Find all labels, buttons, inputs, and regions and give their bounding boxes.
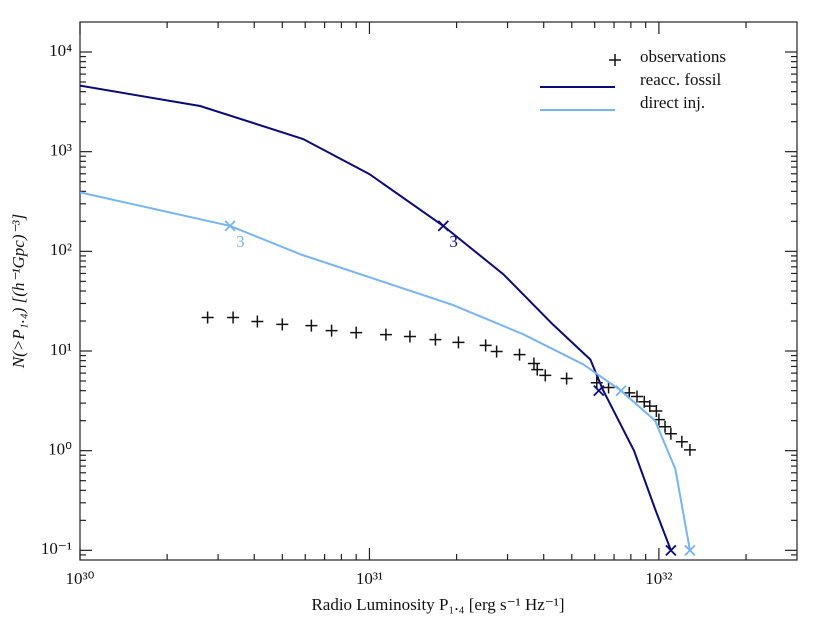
data-point — [513, 348, 526, 361]
data-point — [403, 330, 416, 343]
data-point — [251, 315, 264, 328]
data-point — [683, 443, 696, 456]
data-point — [276, 318, 289, 331]
curve-marker — [615, 385, 627, 397]
curve-marker — [684, 544, 696, 556]
legend-label: observations — [640, 47, 726, 66]
y-tick-label: 10¹ — [50, 340, 72, 359]
legend-marker — [609, 54, 621, 66]
x-tick-label: 10³² — [645, 569, 672, 588]
data-point — [490, 345, 503, 358]
curve-marker — [437, 220, 449, 232]
marker-label: 3 — [449, 232, 458, 251]
data-point — [429, 333, 442, 346]
data-point — [650, 405, 663, 418]
y-tick-label: 10⁻¹ — [41, 539, 72, 558]
legend-label: reacc. fossil — [640, 70, 721, 89]
curve-marker — [224, 220, 236, 232]
x-tick-label: 10³⁰ — [66, 569, 95, 588]
curve-marker — [665, 544, 677, 556]
data-point — [527, 357, 540, 370]
data-point — [664, 427, 677, 440]
data-point — [560, 372, 573, 385]
y-tick-label: 10² — [50, 240, 72, 259]
curve — [79, 84, 672, 551]
curve-marker — [593, 385, 605, 397]
data-point — [305, 319, 318, 332]
x-axis-label: Radio Luminosity P₁.₄ [erg s⁻¹ Hz⁻¹] — [311, 595, 564, 614]
data-point — [479, 339, 492, 352]
data-point — [350, 326, 363, 339]
data-point — [643, 400, 656, 413]
data-point — [539, 369, 552, 382]
marker-label: 3 — [236, 232, 245, 251]
y-tick-label: 10⁰ — [48, 440, 72, 459]
y-tick-label: 10³ — [50, 141, 72, 160]
data-point — [659, 420, 672, 433]
data-point — [602, 381, 615, 394]
legend-label: direct inj. — [640, 93, 705, 112]
y-axis-label: N(>P₁.₄) [(h⁻¹Gpc)⁻³] — [9, 214, 28, 369]
data-point — [452, 336, 465, 349]
x-tick-label: 10³¹ — [356, 569, 383, 588]
data-point — [379, 328, 392, 341]
data-point — [201, 311, 214, 324]
data-point — [630, 390, 643, 403]
data-point — [531, 363, 544, 376]
data-point — [675, 435, 688, 448]
curve — [79, 191, 691, 551]
data-point — [227, 311, 240, 324]
data-point — [325, 324, 338, 337]
y-tick-label: 10⁴ — [49, 41, 72, 60]
